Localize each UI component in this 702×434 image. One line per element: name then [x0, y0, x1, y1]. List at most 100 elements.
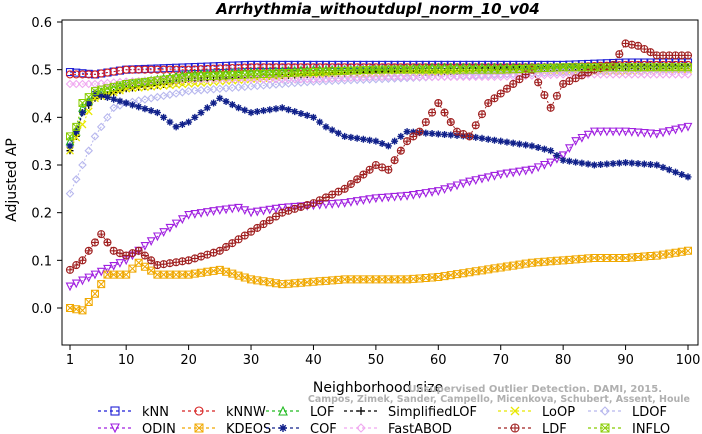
data-point	[402, 191, 412, 201]
data-point	[302, 74, 312, 84]
data-point	[615, 70, 624, 79]
data-point	[365, 165, 374, 174]
legend-marker	[194, 423, 204, 433]
data-point	[677, 124, 687, 134]
data-point	[65, 79, 75, 89]
legend-label: KDEOS	[226, 422, 271, 434]
legend-marker	[600, 423, 610, 433]
data-point	[215, 206, 225, 216]
data-point	[471, 71, 481, 80]
data-point	[259, 81, 268, 90]
data-point	[658, 70, 668, 79]
data-point	[472, 133, 480, 141]
data-point	[359, 170, 368, 179]
data-point	[415, 72, 424, 82]
x-tick-label: 30	[243, 353, 260, 368]
data-point	[552, 70, 562, 79]
data-point	[508, 72, 518, 81]
data-point	[596, 127, 605, 137]
data-point	[184, 211, 193, 220]
data-point	[421, 118, 430, 127]
data-point	[671, 125, 680, 135]
data-point	[384, 72, 393, 82]
data-point	[334, 129, 342, 137]
data-point	[471, 176, 481, 185]
data-point	[447, 131, 455, 139]
data-point	[109, 262, 119, 271]
y-tick-label: 0.1	[31, 254, 52, 269]
data-point	[446, 183, 456, 193]
x-tick-label: 100	[676, 353, 701, 368]
data-point	[240, 206, 250, 216]
data-point	[583, 70, 593, 79]
data-point	[428, 130, 436, 138]
legend-label: LOF	[310, 405, 335, 420]
data-point	[203, 104, 211, 112]
data-point	[483, 72, 493, 82]
x-axis-label: Neighborhood size	[313, 380, 443, 396]
legend-label: FastABOD	[388, 422, 452, 434]
data-point	[422, 129, 430, 137]
data-point	[365, 72, 374, 82]
legend-label: ODIN	[142, 422, 176, 434]
data-point	[584, 160, 592, 168]
legend-item-knnw: kNNW	[182, 405, 266, 420]
data-point	[78, 109, 86, 117]
data-point	[190, 79, 199, 88]
data-point	[577, 133, 587, 143]
data-point	[277, 74, 287, 84]
data-point	[683, 70, 693, 79]
data-point	[284, 79, 293, 88]
data-point	[409, 72, 418, 82]
watermark-line2: Campos, Zimek, Sander, Campello, Micenko…	[308, 394, 690, 405]
data-point	[446, 72, 456, 82]
data-point	[684, 173, 692, 181]
data-point	[396, 72, 406, 82]
data-point	[664, 70, 674, 79]
data-point	[103, 78, 112, 88]
data-point	[115, 101, 125, 110]
legend-marker	[356, 423, 366, 433]
data-point	[565, 157, 573, 165]
data-point	[408, 190, 418, 200]
data-point	[228, 239, 237, 248]
x-tick-label: 50	[368, 353, 385, 368]
data-point	[103, 113, 112, 122]
data-point	[490, 72, 499, 82]
data-point	[240, 82, 250, 92]
data-point	[303, 111, 311, 119]
data-point	[153, 65, 162, 74]
data-point	[228, 101, 236, 109]
data-point	[583, 130, 593, 140]
data-point	[227, 204, 237, 214]
data-point	[147, 256, 156, 265]
data-point	[608, 70, 618, 79]
data-point	[490, 94, 499, 103]
data-point	[559, 156, 567, 164]
data-point	[115, 66, 124, 75]
y-tick-label: 0.3	[31, 159, 52, 174]
series-line	[69, 69, 688, 194]
data-point	[115, 259, 125, 268]
data-point	[621, 70, 630, 79]
data-point	[71, 79, 81, 89]
series-inflo	[66, 63, 692, 141]
data-point	[421, 189, 431, 198]
data-point	[503, 138, 511, 146]
data-point	[640, 70, 649, 79]
data-point	[553, 151, 561, 159]
data-point	[309, 113, 317, 121]
data-point	[96, 122, 106, 132]
data-point	[65, 70, 75, 79]
legend-item-lof: LOF	[266, 405, 335, 420]
data-point	[66, 132, 74, 141]
data-point	[215, 246, 224, 255]
data-point	[671, 70, 680, 79]
data-point	[202, 208, 212, 217]
data-point	[178, 120, 186, 128]
data-point	[528, 142, 536, 150]
data-point	[265, 63, 274, 72]
legend-label: LDF	[542, 422, 567, 434]
data-point	[684, 246, 692, 255]
data-point	[247, 109, 255, 117]
